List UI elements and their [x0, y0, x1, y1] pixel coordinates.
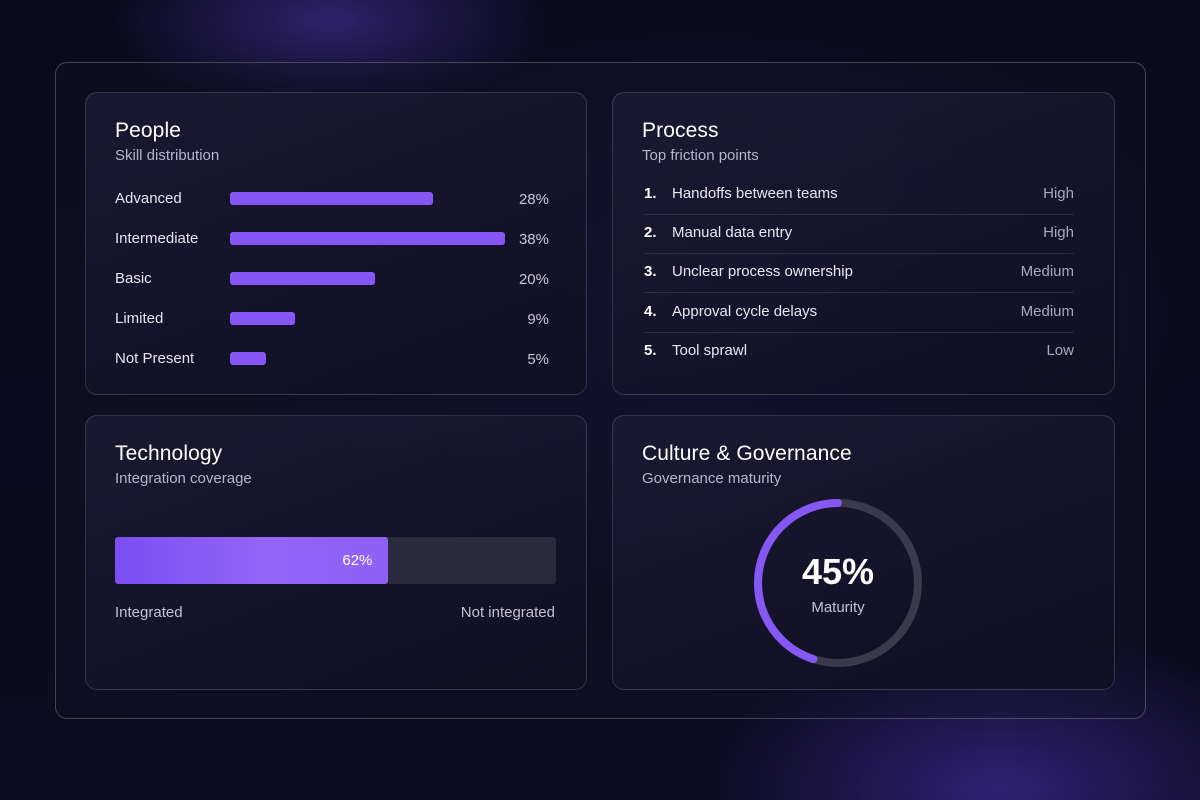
skill-row: Not Present 5% [115, 348, 555, 370]
skill-track [230, 192, 505, 205]
friction-level: High [1043, 224, 1074, 241]
skill-track [230, 312, 505, 325]
friction-level: Low [1046, 342, 1074, 359]
integration-coverage-bar: 62% [115, 537, 556, 584]
process-subtitle: Top friction points [642, 147, 759, 164]
skill-label: Not Present [115, 350, 195, 367]
friction-number: 4. [644, 303, 657, 320]
skill-track [230, 232, 505, 245]
friction-number: 1. [644, 185, 657, 202]
friction-level: High [1043, 185, 1074, 202]
technology-title: Technology [115, 442, 223, 465]
friction-item: 4. Approval cycle delays Medium [644, 293, 1074, 333]
skill-label: Limited [115, 310, 164, 327]
skill-percent: 38% [518, 231, 549, 248]
friction-label: Handoffs between teams [672, 185, 838, 202]
people-title: People [115, 119, 181, 142]
maturity-caption: Maturity [811, 599, 865, 616]
friction-label: Tool sprawl [672, 342, 748, 359]
maturity-ring-progress [754, 499, 922, 667]
skill-row: Intermediate 38% [115, 228, 555, 250]
skill-percent: 9% [527, 311, 549, 328]
skill-percent: 28% [518, 191, 549, 208]
skill-percent: 20% [518, 271, 549, 288]
skill-bar [230, 312, 296, 325]
friction-item: 3. Unclear process ownership Medium [644, 253, 1074, 293]
friction-level: Medium [1020, 263, 1074, 280]
skill-percent: 5% [527, 351, 549, 368]
friction-item: 2. Manual data entry High [644, 214, 1074, 254]
skill-row: Advanced 28% [115, 188, 555, 210]
skill-label: Advanced [115, 190, 182, 207]
people-subtitle: Skill distribution [115, 147, 220, 164]
friction-number: 3. [644, 263, 657, 280]
integrated-label: Integrated [115, 604, 183, 621]
culture-title: Culture & Governance [642, 442, 852, 465]
process-title: Process [642, 119, 719, 142]
maturity-value: 45% [801, 551, 875, 592]
friction-label: Unclear process ownership [672, 263, 853, 280]
skill-row: Basic 20% [115, 268, 555, 290]
technology-card: Technology Integration coverage 62% Inte… [85, 415, 587, 690]
skill-label: Intermediate [115, 230, 199, 247]
integration-percent: 62% [342, 552, 373, 569]
not-integrated-label: Not integrated [460, 604, 555, 621]
friction-item: 5. Tool sprawl Low [644, 332, 1074, 372]
skill-row: Limited 9% [115, 308, 555, 330]
friction-label: Approval cycle delays [672, 303, 818, 320]
friction-number: 5. [644, 342, 657, 359]
culture-subtitle: Governance maturity [642, 470, 782, 487]
skill-bar [230, 352, 267, 365]
skill-bar [230, 232, 505, 245]
skill-track [230, 352, 505, 365]
integration-coverage-fill: 62% [115, 537, 389, 584]
culture-governance-card: Culture & Governance Governance maturity… [612, 415, 1115, 690]
skill-bar [230, 272, 375, 285]
skill-label: Basic [115, 270, 152, 287]
maturity-ring-svg [754, 499, 922, 667]
skill-track [230, 272, 505, 285]
maturity-ring: 45% Maturity [753, 498, 923, 668]
technology-subtitle: Integration coverage [115, 470, 252, 487]
friction-item: 1. Handoffs between teams High [644, 175, 1074, 215]
friction-label: Manual data entry [672, 224, 793, 241]
friction-level: Medium [1020, 303, 1074, 320]
process-card: Process Top friction points 1. Handoffs … [612, 92, 1115, 395]
people-card: People Skill distribution Advanced 28% I… [85, 92, 587, 395]
friction-number: 2. [644, 224, 657, 241]
skill-bar [230, 192, 433, 205]
